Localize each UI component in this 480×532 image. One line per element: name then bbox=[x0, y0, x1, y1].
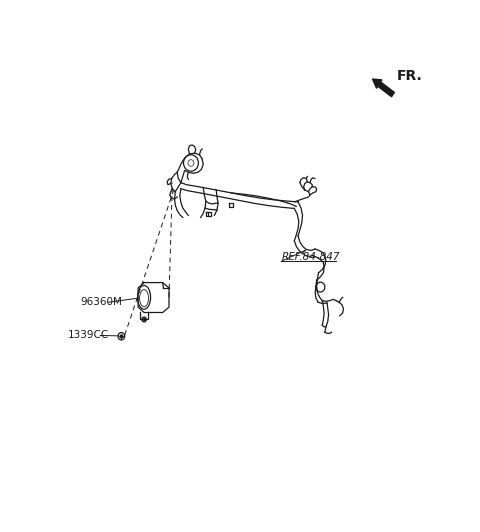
Text: FR.: FR. bbox=[396, 69, 422, 83]
Text: 96360M: 96360M bbox=[81, 297, 122, 307]
Text: 1339CC: 1339CC bbox=[68, 330, 109, 340]
Text: REF.84-847: REF.84-847 bbox=[281, 252, 340, 262]
FancyArrow shape bbox=[372, 79, 394, 97]
